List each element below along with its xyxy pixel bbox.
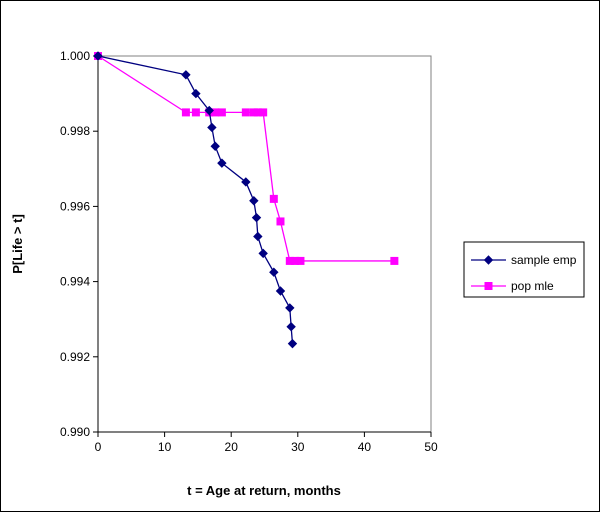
- data-point-square: [276, 217, 285, 226]
- data-point-square: [484, 282, 493, 290]
- data-point-diamond: [258, 248, 268, 259]
- legend-label: sample emp: [511, 253, 577, 267]
- series-layer: [93, 51, 399, 349]
- series-0: [93, 51, 298, 349]
- x-tick-label: 40: [358, 440, 372, 454]
- x-tick-label: 20: [225, 440, 239, 454]
- data-point-square: [241, 108, 250, 117]
- x-tick-label: 0: [95, 440, 102, 454]
- data-point-square: [296, 256, 305, 265]
- data-point-diamond: [275, 286, 286, 296]
- data-point-square: [181, 108, 190, 117]
- data-point-diamond: [93, 51, 103, 61]
- y-tick-label: 1.000: [60, 49, 90, 63]
- data-point-diamond: [285, 303, 295, 313]
- data-point-diamond: [269, 267, 279, 277]
- data-point-diamond: [253, 231, 263, 242]
- y-tick-label: 0.992: [60, 350, 90, 364]
- y-tick-label: 0.998: [60, 124, 90, 138]
- data-point-diamond: [191, 88, 201, 99]
- data-point-diamond: [251, 212, 262, 223]
- data-point-diamond: [287, 338, 298, 349]
- axes: 0.990 0.992 0.994 0.996 0.998 1.000 0 10 20 30 40 5…: [60, 49, 438, 454]
- data-point-diamond: [181, 70, 191, 80]
- data-point-diamond: [204, 105, 214, 116]
- data-point-diamond: [249, 196, 259, 206]
- data-point-diamond: [217, 158, 227, 168]
- y-tick-label: 0.996: [60, 199, 90, 213]
- data-point-diamond: [286, 322, 296, 332]
- legend-label: pop mle: [511, 279, 554, 293]
- y-tick-label: 0.990: [60, 425, 90, 439]
- data-point-square: [259, 108, 268, 117]
- legend-item: sample emp: [471, 253, 577, 267]
- legend-box: [463, 241, 585, 298]
- legend-item: pop mle: [471, 279, 554, 293]
- data-point-diamond: [207, 122, 217, 133]
- legend-items: sample emp pop mle: [471, 253, 577, 293]
- legend: sample emp pop mle: [463, 241, 585, 298]
- data-point-square: [269, 194, 278, 203]
- x-tick-label: 30: [291, 440, 305, 454]
- data-point-diamond: [210, 141, 220, 151]
- data-point-square: [191, 108, 200, 117]
- data-point-diamond: [483, 255, 494, 265]
- data-point-square: [390, 256, 399, 265]
- y-tick-label: 0.994: [60, 275, 90, 289]
- data-point-diamond: [241, 177, 251, 187]
- x-tick-label: 50: [424, 440, 438, 454]
- x-tick-label: 10: [158, 440, 172, 454]
- data-point-square: [217, 108, 226, 117]
- y-axis-title: P[Life > t]: [10, 214, 25, 274]
- x-axis-title: t = Age at return, months: [187, 483, 341, 498]
